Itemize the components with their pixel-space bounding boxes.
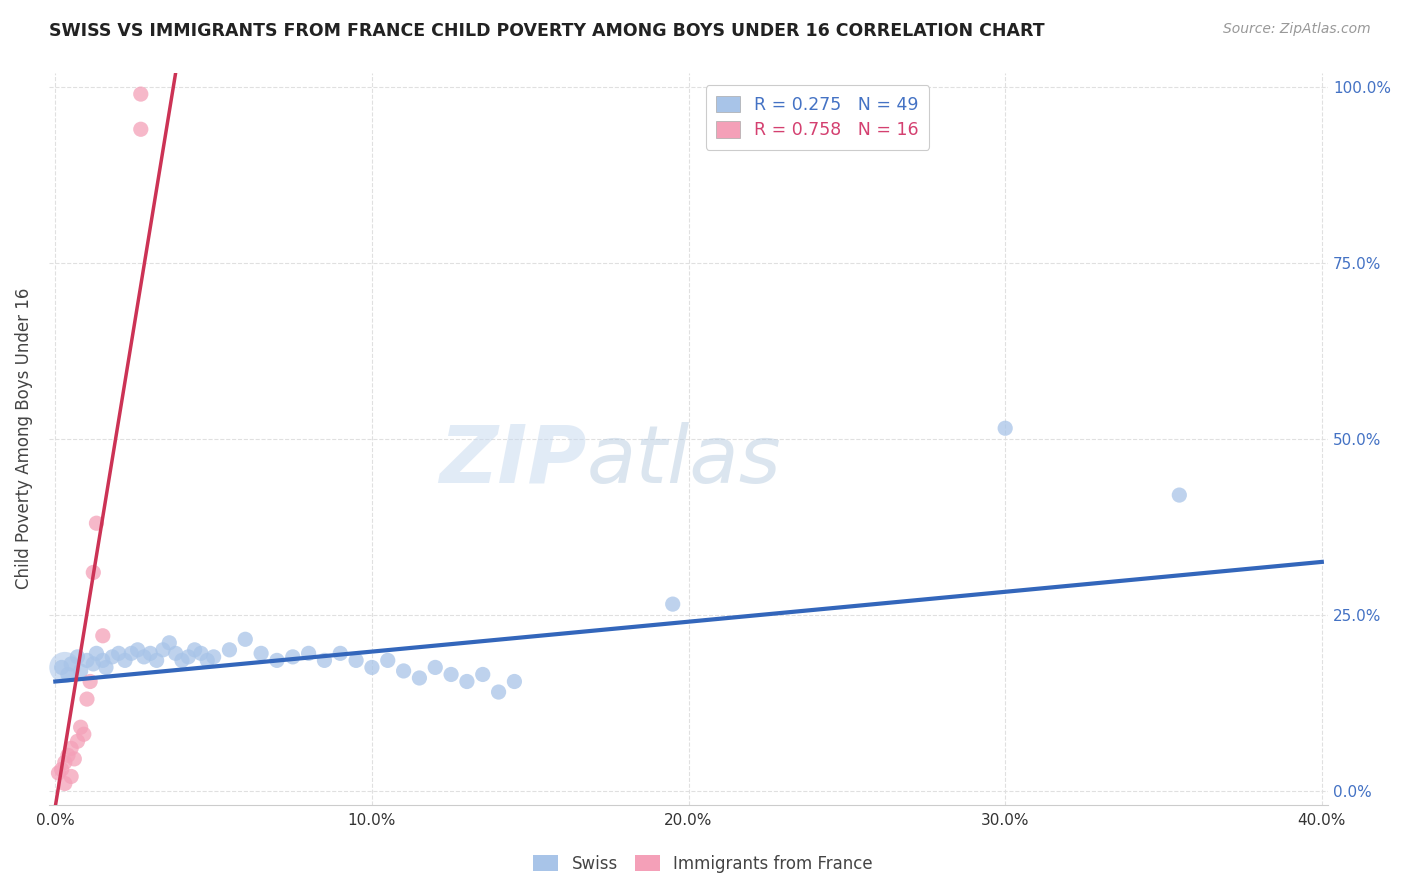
Point (250, 646, 273, 660)
Point (488, 685, 510, 699)
Point (994, 421, 1017, 435)
Point (127, 643, 149, 657)
Point (314, 653, 336, 667)
Text: SWISS VS IMMIGRANTS FROM FRANCE CHILD POVERTY AMONG BOYS UNDER 16 CORRELATION CH: SWISS VS IMMIGRANTS FROM FRANCE CHILD PO… (49, 22, 1045, 40)
Point (60, 657, 83, 671)
Legend: R = 0.275   N = 49, R = 0.758   N = 16: R = 0.275 N = 49, R = 0.758 N = 16 (706, 86, 929, 150)
Point (329, 646, 352, 660)
Point (82, 657, 104, 671)
Point (82, 566, 104, 580)
Point (361, 660, 384, 674)
Point (94, 660, 117, 674)
Point (79, 674, 101, 689)
Point (91, 653, 114, 667)
Point (297, 646, 319, 660)
Point (76, 653, 98, 667)
Point (157, 636, 180, 650)
Point (195, 653, 218, 667)
Point (63, 752, 86, 766)
Point (456, 674, 478, 689)
Point (76, 692, 98, 706)
Point (165, 646, 187, 660)
Point (440, 667, 463, 681)
Point (132, 649, 155, 664)
Point (86, 516, 108, 531)
Point (53, 756, 76, 770)
Point (190, 646, 212, 660)
Point (73, 727, 96, 741)
Point (1168, 488, 1191, 502)
Point (183, 643, 205, 657)
Point (101, 649, 124, 664)
Point (170, 653, 193, 667)
Point (60, 769, 83, 783)
Point (129, 87, 152, 101)
Point (56, 667, 79, 681)
Point (51, 660, 73, 674)
Point (661, 597, 683, 611)
Point (114, 653, 136, 667)
Point (281, 649, 304, 664)
Point (425, 660, 447, 674)
Point (48, 766, 70, 780)
Point (120, 646, 142, 660)
Point (503, 674, 526, 689)
Point (53, 660, 76, 674)
Point (66, 734, 89, 748)
Point (107, 646, 129, 660)
Point (266, 653, 288, 667)
Point (129, 122, 152, 136)
Point (86, 646, 108, 660)
Point (202, 649, 225, 664)
Point (145, 653, 167, 667)
Point (53, 776, 76, 790)
Point (152, 643, 174, 657)
Point (91, 629, 114, 643)
Point (69, 664, 91, 678)
Point (66, 649, 89, 664)
Point (344, 653, 367, 667)
Text: Source: ZipAtlas.com: Source: ZipAtlas.com (1223, 22, 1371, 37)
Text: ZIP: ZIP (439, 422, 586, 500)
Point (69, 720, 91, 734)
Point (51, 763, 73, 777)
Point (177, 649, 200, 664)
Point (377, 653, 399, 667)
Point (56, 748, 79, 763)
Text: atlas: atlas (586, 422, 780, 500)
Point (218, 643, 240, 657)
Point (60, 741, 83, 756)
Point (408, 671, 430, 685)
Point (139, 646, 162, 660)
Y-axis label: Child Poverty Among Boys Under 16: Child Poverty Among Boys Under 16 (15, 288, 32, 590)
Legend: Swiss, Immigrants from France: Swiss, Immigrants from France (527, 848, 879, 880)
Point (392, 664, 415, 678)
Point (233, 632, 256, 647)
Point (471, 667, 494, 681)
